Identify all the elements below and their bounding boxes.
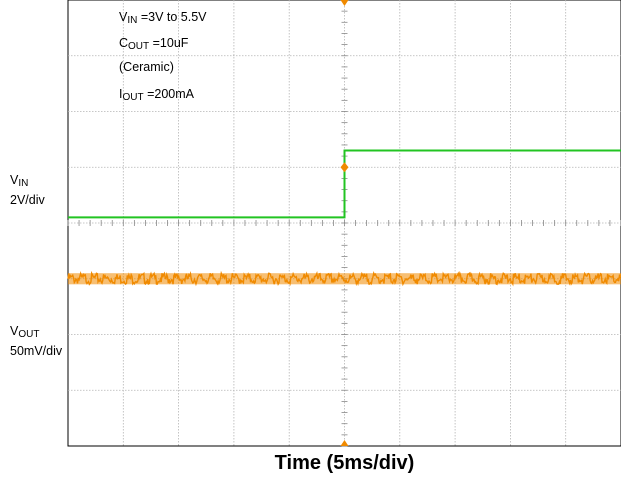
trigger-position-marker xyxy=(340,0,349,6)
x-axis-title: Time (5ms/div) xyxy=(274,452,415,474)
vin-trace xyxy=(68,149,621,219)
cout-condition: COUT =10uF xyxy=(119,36,189,52)
markers xyxy=(340,0,349,446)
trigger-position-marker-bottom xyxy=(340,440,349,446)
vout-noise-band xyxy=(68,273,621,285)
iout-condition: IOUT =200mA xyxy=(119,87,194,103)
vout-channel-label: VOUT 50mV/div xyxy=(10,324,63,358)
traces xyxy=(67,149,621,287)
vin-scale: 2V/div xyxy=(10,193,45,207)
vout-scale: 50mV/div xyxy=(10,344,63,358)
vin-channel-label: VIN 2V/div xyxy=(10,173,45,207)
cout-note: (Ceramic) xyxy=(119,60,174,74)
trigger-level-marker xyxy=(340,162,349,173)
vin-condition: VIN =3V to 5.5V xyxy=(119,10,207,26)
